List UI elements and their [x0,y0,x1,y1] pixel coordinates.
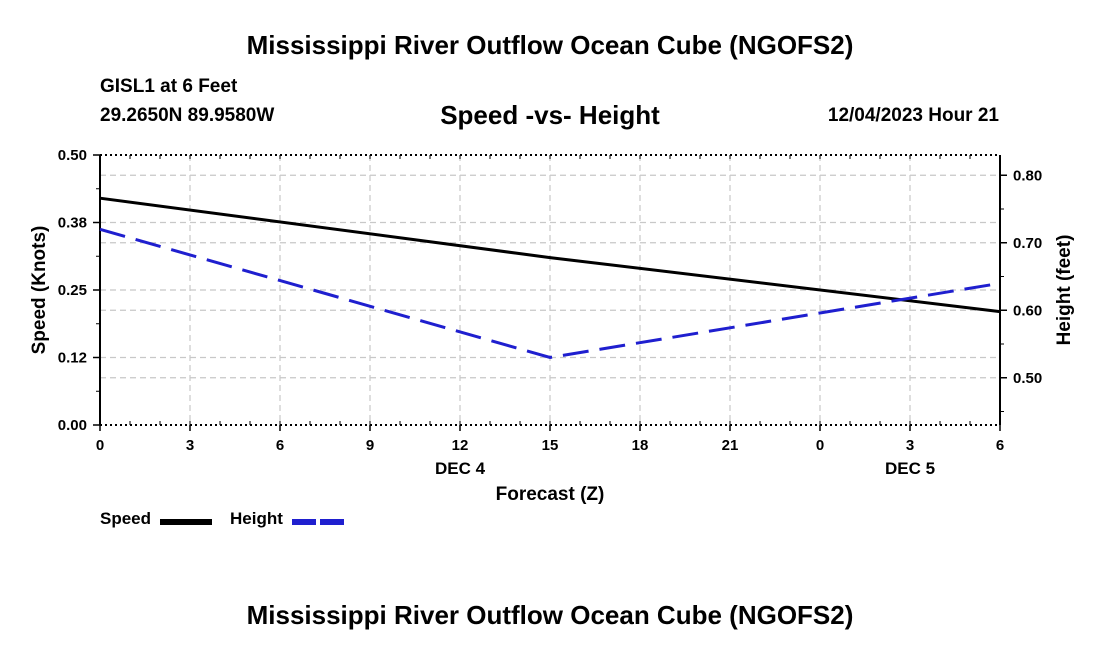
y2-axis-title: Height (feet) [1054,235,1075,346]
footer-title: Mississippi River Outflow Ocean Cube (NG… [246,600,854,630]
series-line-speed [99,196,1001,314]
y2-tick-label: 0.80 [1013,167,1042,184]
series-line-height [99,227,1001,360]
y-tick-label: 0.38 [58,215,87,232]
x-tick-label: 0 [96,437,104,454]
x-tick-label: 3 [186,437,194,454]
legend-height-swatch [292,519,344,525]
y-tick-label: 0.50 [58,147,87,164]
x-date-label: DEC 4 [435,459,486,478]
x-tick-label: 18 [632,437,649,454]
y-tick-label: 0.12 [58,350,87,367]
station-label: GISL1 at 6 Feet [100,76,238,97]
y2-tick-label: 0.60 [1013,302,1042,319]
main-title: Mississippi River Outflow Ocean Cube (NG… [246,30,854,60]
legend-speed-swatch [160,519,212,525]
x-tick-label: 12 [452,437,469,454]
coordinates-label: 29.2650N 89.9580W [100,105,275,126]
y-axis-title: Speed (Knots) [29,226,50,355]
x-tick-label: 21 [722,437,739,454]
x-tick-label: 15 [542,437,559,454]
forecast-datetime: 12/04/2023 Hour 21 [827,105,999,126]
y2-tick-label: 0.70 [1013,235,1042,252]
legend-speed-label: Speed [100,509,152,528]
x-tick-label: 6 [276,437,284,454]
y-tick-label: 0.25 [58,282,87,299]
x-tick-label: 6 [996,437,1004,454]
legend-height-label: Height [230,509,283,528]
x-tick-label: 9 [366,437,374,454]
y-tick-label: 0.00 [58,417,87,434]
x-date-label: DEC 5 [885,459,935,478]
x-tick-label: 3 [906,437,914,454]
y2-tick-label: 0.50 [1013,370,1042,387]
x-tick-label: 0 [816,437,824,454]
x-axis-title: Forecast (Z) [496,484,605,505]
chart-subtitle: Speed -vs- Height [440,100,660,130]
